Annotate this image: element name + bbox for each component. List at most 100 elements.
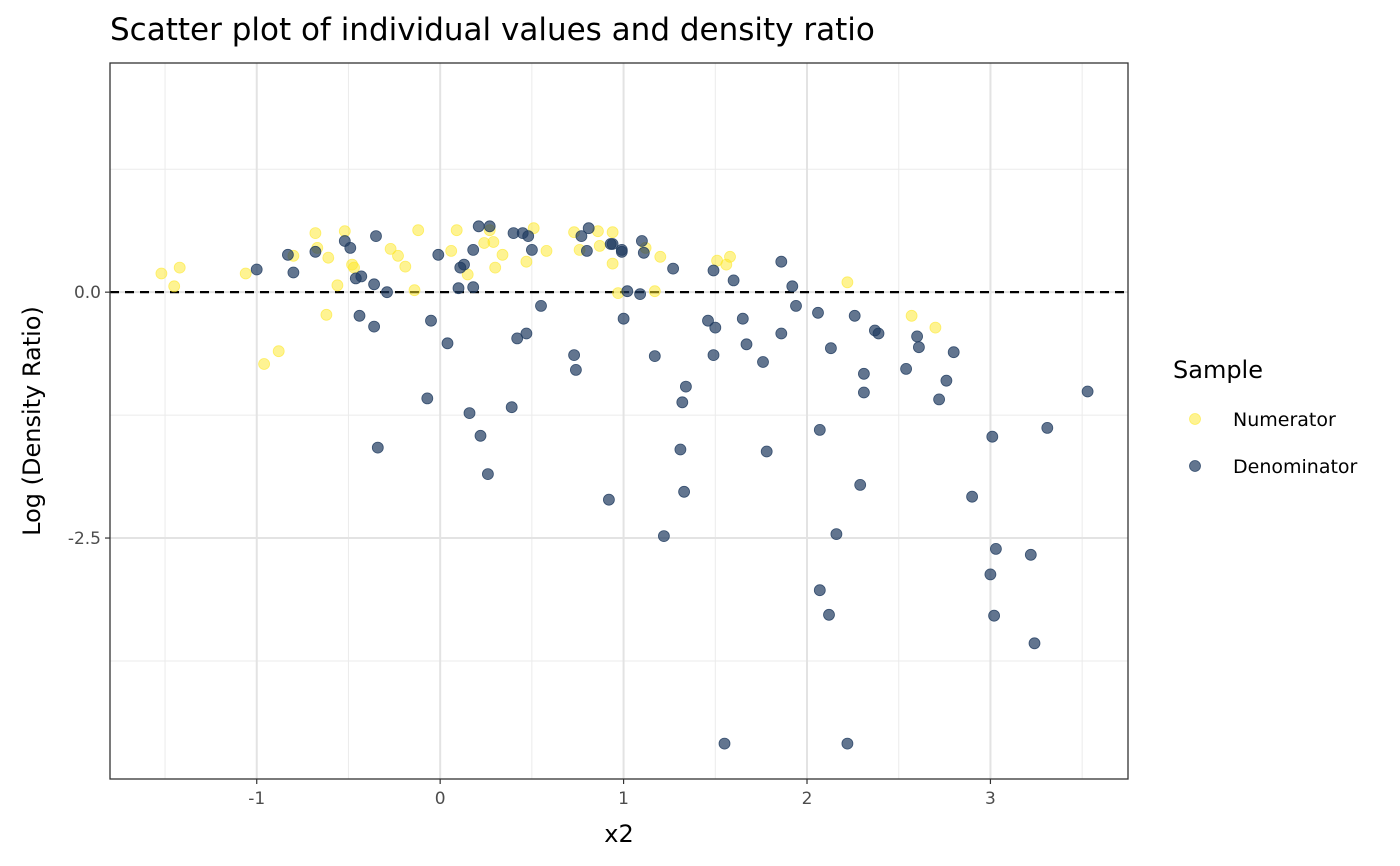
point-denominator	[467, 281, 480, 294]
point-denominator	[606, 238, 619, 250]
legend-key-numerator	[1189, 413, 1201, 425]
y-tick-label: 0.0	[74, 283, 101, 303]
point-numerator	[445, 244, 458, 257]
point-denominator	[636, 235, 648, 247]
point-denominator	[858, 367, 870, 380]
point-denominator	[680, 380, 692, 393]
point-denominator	[854, 478, 867, 491]
point-denominator	[757, 356, 769, 368]
plot-panel-background	[110, 63, 1128, 779]
point-denominator	[582, 222, 595, 235]
point-denominator	[617, 312, 630, 325]
x-axis-title: x2	[604, 820, 633, 848]
point-denominator	[368, 278, 381, 291]
data-points	[155, 220, 1094, 750]
point-denominator	[933, 393, 945, 406]
point-denominator	[474, 429, 487, 442]
x-tick-label: 3	[985, 789, 996, 809]
point-denominator	[381, 286, 393, 299]
point-denominator	[900, 362, 912, 375]
point-denominator	[658, 530, 670, 542]
point-numerator	[841, 276, 854, 289]
point-denominator	[678, 485, 690, 498]
x-tick-label: -1	[248, 789, 265, 809]
point-denominator	[287, 266, 300, 279]
point-numerator	[384, 242, 397, 255]
point-denominator	[281, 248, 294, 261]
point-denominator	[425, 314, 437, 327]
point-denominator	[988, 609, 1000, 622]
point-numerator	[450, 224, 463, 237]
point-numerator	[648, 285, 661, 298]
point-denominator	[309, 245, 322, 258]
point-denominator	[858, 386, 870, 399]
point-denominator	[786, 280, 799, 293]
point-denominator	[823, 608, 835, 621]
legend: Sample Numerator Denominator	[1173, 356, 1358, 478]
point-denominator	[674, 443, 687, 456]
point-denominator	[1041, 421, 1054, 434]
point-denominator	[676, 396, 689, 409]
point-denominator	[344, 241, 357, 254]
point-denominator	[522, 230, 535, 243]
point-numerator	[905, 309, 918, 322]
point-numerator	[258, 358, 271, 370]
point-numerator	[593, 239, 606, 252]
point-denominator	[483, 220, 496, 233]
point-denominator	[990, 543, 1002, 555]
plot-panel-border	[109, 62, 1129, 780]
point-numerator	[173, 261, 186, 274]
point-denominator	[441, 337, 454, 350]
point-denominator	[813, 423, 826, 436]
point-denominator	[848, 309, 861, 322]
point-denominator	[1081, 385, 1094, 398]
point-denominator	[986, 430, 999, 443]
point-denominator	[812, 306, 824, 319]
point-denominator	[458, 258, 470, 271]
y-axis-ticks: -2.5 0.0	[68, 283, 110, 549]
point-denominator	[841, 737, 854, 750]
point-denominator	[526, 243, 538, 256]
point-numerator	[929, 321, 942, 334]
legend-label-denominator: Denominator	[1233, 456, 1358, 478]
point-denominator	[830, 528, 843, 540]
point-numerator	[606, 226, 619, 239]
point-denominator	[603, 493, 615, 506]
point-denominator	[775, 327, 788, 340]
point-denominator	[718, 737, 731, 750]
point-numerator	[399, 260, 412, 273]
point-denominator	[520, 327, 533, 340]
point-numerator	[309, 227, 322, 240]
point-denominator	[432, 248, 445, 261]
point-denominator	[1028, 637, 1041, 650]
point-denominator	[637, 246, 650, 259]
point-numerator	[654, 250, 667, 263]
point-denominator	[727, 274, 740, 287]
point-denominator	[371, 441, 384, 454]
point-numerator	[155, 267, 168, 280]
legend-label-numerator: Numerator	[1233, 409, 1336, 431]
point-denominator	[966, 490, 978, 503]
point-numerator	[496, 248, 509, 261]
point-numerator	[331, 279, 344, 292]
point-denominator	[472, 220, 485, 233]
point-denominator	[634, 288, 646, 301]
point-denominator	[250, 263, 263, 276]
point-denominator	[707, 264, 720, 277]
point-numerator	[412, 224, 425, 237]
y-axis-title: Log (Density Ratio)	[18, 306, 46, 536]
point-denominator	[1024, 548, 1037, 561]
point-denominator	[947, 346, 960, 359]
point-denominator	[615, 245, 628, 258]
grid-lines	[110, 63, 1128, 779]
point-denominator	[648, 350, 661, 363]
point-numerator	[239, 267, 252, 280]
point-denominator	[568, 349, 580, 362]
point-denominator	[511, 332, 524, 345]
point-numerator	[540, 244, 553, 257]
point-denominator	[481, 468, 494, 481]
point-denominator	[872, 327, 885, 340]
point-numerator	[392, 249, 404, 262]
point-denominator	[421, 392, 434, 405]
point-denominator	[911, 330, 923, 343]
